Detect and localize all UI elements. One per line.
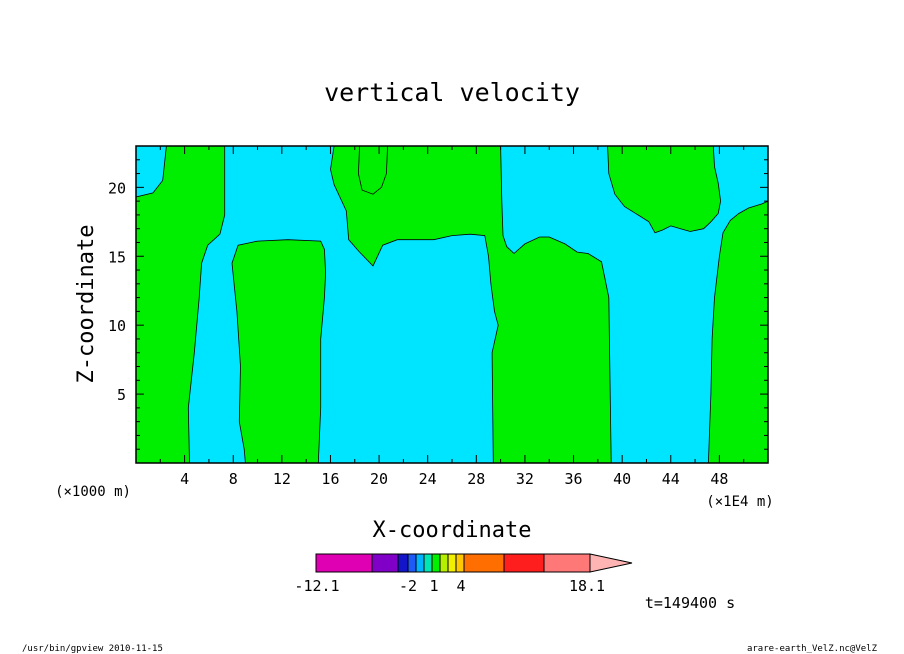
time-label: t=149400 s <box>645 594 735 612</box>
footer-right: arare-earth_VelZ.nc@VelZ <box>747 644 878 654</box>
colorbar-label: 1 <box>429 577 438 595</box>
x-tick-label: 44 <box>662 470 680 488</box>
x-tick-label: 16 <box>321 470 339 488</box>
colorbar-segment <box>397 553 409 573</box>
x-tick-label: 32 <box>516 470 534 488</box>
x-tick-label: 4 <box>180 470 189 488</box>
footer-left: /usr/bin/gpview 2010-11-15 <box>22 644 163 654</box>
x-axis-ticks: 4 8 12 16 20 24 28 32 36 40 44 48 <box>159 146 745 488</box>
colorbar-segment <box>447 553 457 573</box>
colorbar-segment <box>415 553 425 573</box>
colorbar-segment <box>503 553 545 573</box>
colorbar-segment <box>315 553 373 573</box>
colorbar-label: 18.1 <box>569 577 605 595</box>
x-axis-label: X-coordinate <box>373 518 532 543</box>
x-tick-label: 48 <box>710 470 728 488</box>
colorbar-segment <box>439 553 449 573</box>
colorbar-segment <box>371 553 399 573</box>
colorbar-segment <box>431 553 441 573</box>
y-tick-label: 5 <box>117 386 126 404</box>
colorbar-label: 4 <box>456 577 465 595</box>
contour-regions <box>135 145 769 464</box>
x-tick-label: 24 <box>419 470 437 488</box>
chart-title: vertical velocity <box>324 78 580 107</box>
upward-region-5 <box>607 145 722 234</box>
upward-region-1 <box>135 145 226 464</box>
x-tick-label: 20 <box>370 470 388 488</box>
upward-region-3 <box>330 145 612 464</box>
x-tick-label: 28 <box>467 470 485 488</box>
colorbar-segment <box>407 553 417 573</box>
y-tick-label: 20 <box>108 179 126 197</box>
colorbar-segment <box>423 553 433 573</box>
y-axis-label: Z-coordinate <box>74 225 99 384</box>
x-tick-label: 8 <box>229 470 238 488</box>
x-tick-label: 40 <box>613 470 631 488</box>
y-axis-ticks: 5 10 15 20 <box>108 159 768 450</box>
colorbar-arrow <box>589 553 633 573</box>
colorbar-label: -12.1 <box>294 577 339 595</box>
x-tick-label: 12 <box>273 470 291 488</box>
upward-region-2 <box>231 239 327 464</box>
colorbar-segment <box>463 553 505 573</box>
colorbar-segment <box>455 553 465 573</box>
colorbar-labels: -12.1 -2 1 4 18.1 <box>294 577 605 595</box>
colorbar-label: -2 <box>399 577 417 595</box>
colorbar <box>315 553 633 573</box>
y-tick-label: 10 <box>108 317 126 335</box>
upward-region-4 <box>357 145 389 195</box>
x-tick-label: 36 <box>565 470 583 488</box>
x-scale-note: (×1E4 m) <box>706 494 773 510</box>
colorbar-segment <box>543 553 591 573</box>
y-tick-label: 15 <box>108 248 126 266</box>
x-units-label: (×1000 m) <box>55 484 131 500</box>
